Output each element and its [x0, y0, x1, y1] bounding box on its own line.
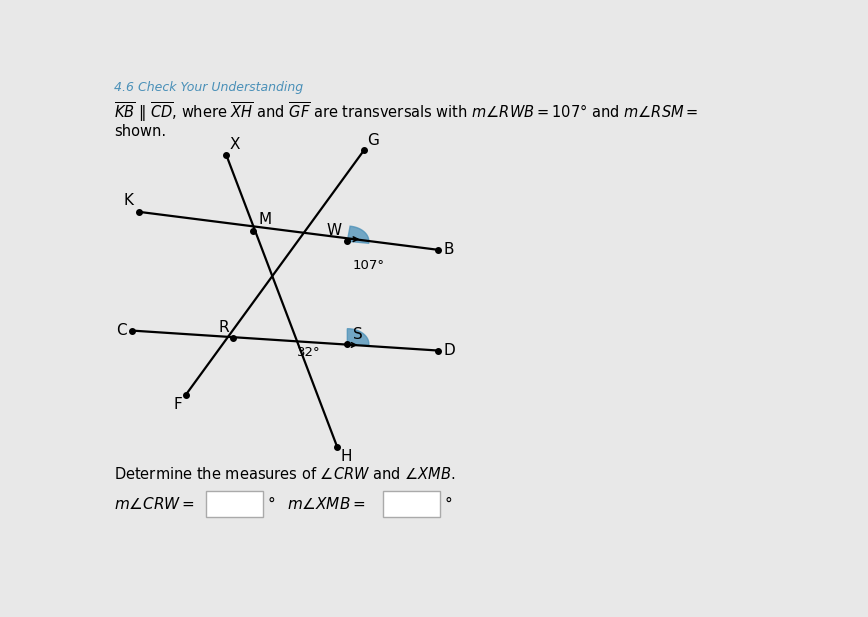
Text: 4.6 Check Your Understanding: 4.6 Check Your Understanding — [114, 81, 303, 94]
Bar — [206, 491, 263, 517]
Text: S: S — [352, 326, 363, 342]
Text: $\overline{KB}$ $\|$ $\overline{CD}$, where $\overline{XH}$ and $\overline{GF}$ : $\overline{KB}$ $\|$ $\overline{CD}$, wh… — [114, 100, 699, 124]
Text: R: R — [219, 320, 229, 336]
Text: F: F — [174, 397, 182, 412]
Text: K: K — [123, 193, 134, 208]
Bar — [383, 491, 440, 517]
Polygon shape — [347, 226, 369, 243]
Text: $m\angle CRW=$: $m\angle CRW=$ — [114, 496, 194, 512]
Text: G: G — [367, 133, 379, 147]
Text: W: W — [326, 223, 342, 238]
Polygon shape — [347, 329, 369, 346]
Text: D: D — [444, 343, 455, 358]
Text: $m\angle XMB=$: $m\angle XMB=$ — [286, 496, 365, 512]
Text: M: M — [259, 212, 272, 227]
Text: Determine the measures of $\angle CRW$ and $\angle XMB$.: Determine the measures of $\angle CRW$ a… — [114, 466, 456, 482]
Text: 107°: 107° — [352, 259, 385, 272]
Text: H: H — [340, 449, 352, 465]
Text: shown.: shown. — [114, 124, 166, 139]
Text: C: C — [116, 323, 127, 338]
Text: B: B — [444, 242, 454, 257]
Text: 32°: 32° — [297, 346, 320, 359]
Text: X: X — [229, 138, 240, 152]
Text: °: ° — [444, 497, 452, 511]
Text: °: ° — [267, 497, 275, 511]
